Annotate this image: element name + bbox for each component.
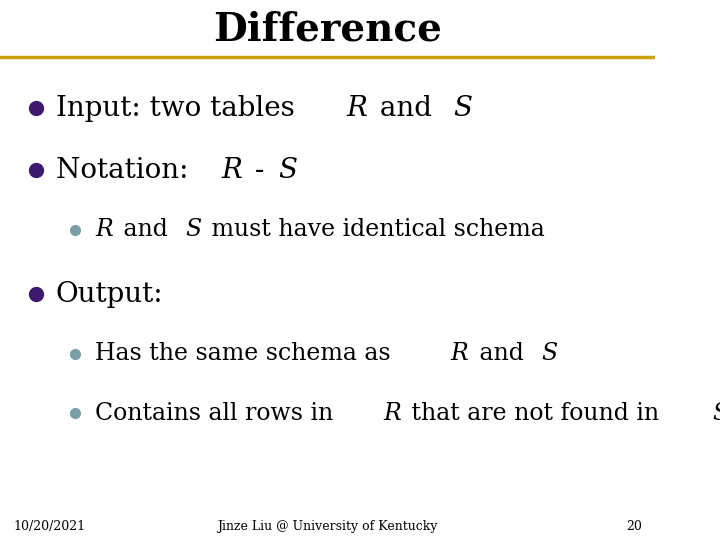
Text: Input: two tables: Input: two tables (55, 94, 303, 122)
Text: S: S (541, 342, 557, 365)
Text: and: and (472, 342, 531, 365)
Text: Contains all rows in: Contains all rows in (95, 402, 341, 424)
Text: -: - (246, 157, 274, 184)
Text: R: R (222, 157, 243, 184)
Text: R: R (346, 94, 367, 122)
Text: Output:: Output: (55, 281, 163, 308)
Text: Jinze Liu @ University of Kentucky: Jinze Liu @ University of Kentucky (217, 520, 438, 533)
Text: and: and (116, 218, 175, 241)
Text: R: R (451, 342, 469, 365)
Text: S: S (278, 157, 297, 184)
Text: R: R (95, 218, 113, 241)
Text: must have identical schema: must have identical schema (204, 218, 545, 241)
Text: and: and (371, 94, 441, 122)
Text: 20: 20 (626, 520, 642, 533)
Text: S: S (453, 94, 472, 122)
Text: Difference: Difference (213, 11, 442, 49)
Text: S: S (712, 402, 720, 424)
Text: Notation:: Notation: (55, 157, 197, 184)
Text: R: R (383, 402, 401, 424)
Text: S: S (186, 218, 202, 241)
Text: 10/20/2021: 10/20/2021 (13, 520, 85, 533)
Text: that are not found in: that are not found in (404, 402, 667, 424)
Text: Has the same schema as: Has the same schema as (95, 342, 398, 365)
